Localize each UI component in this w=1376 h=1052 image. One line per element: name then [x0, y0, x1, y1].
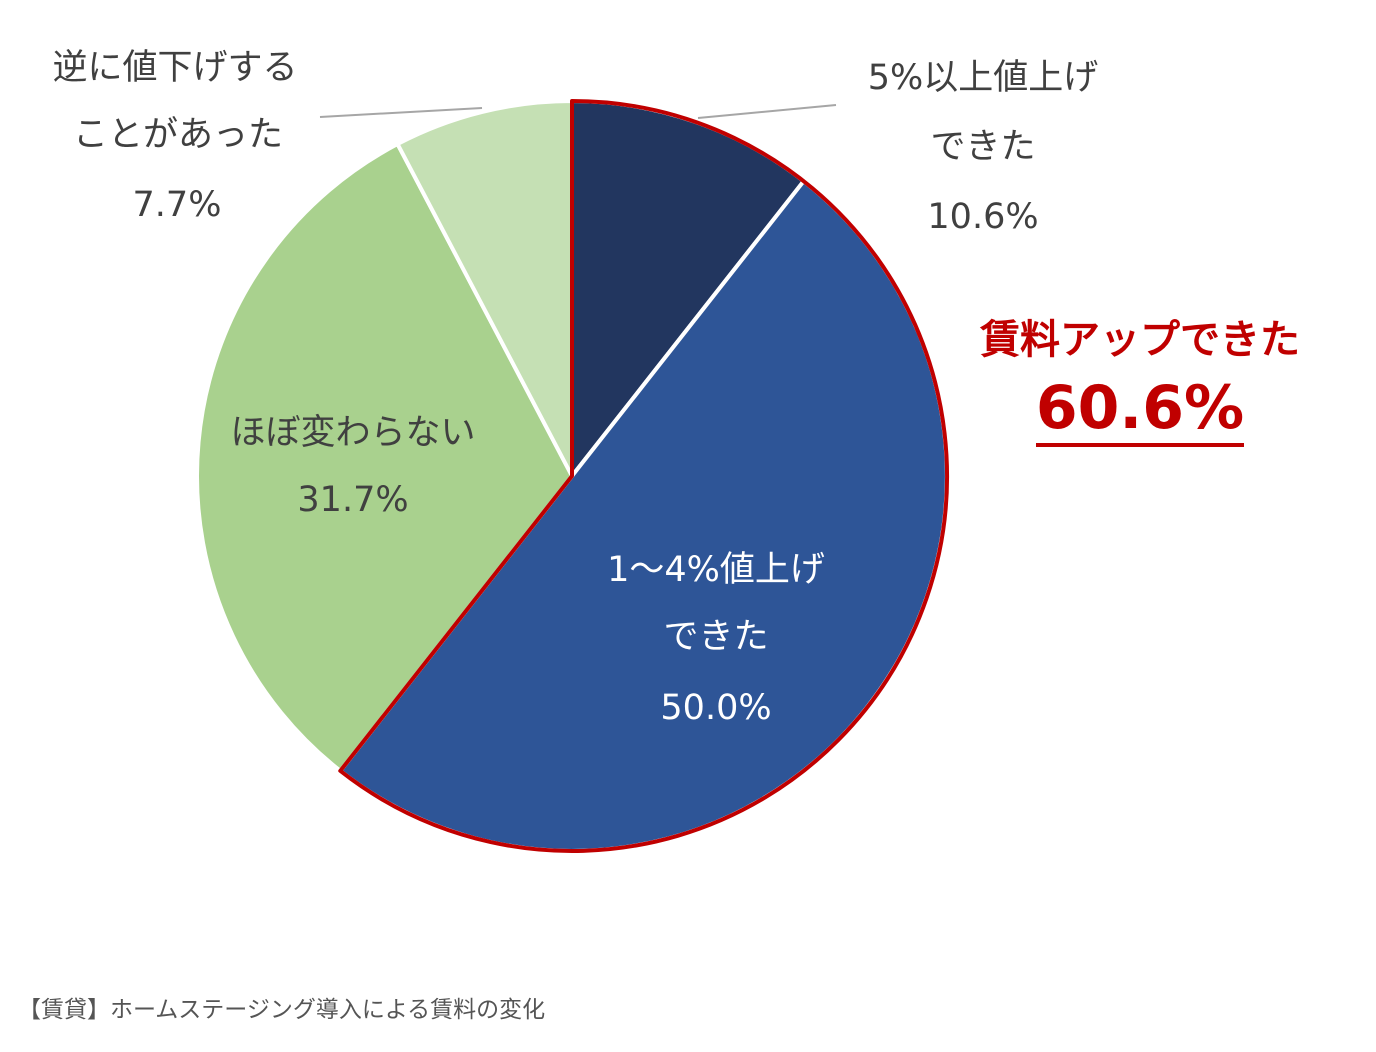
label-value: 7.7%: [133, 185, 222, 225]
label-line: できた: [930, 127, 1035, 167]
highlight-label: 賃料アップできた: [979, 317, 1300, 363]
figure-caption: 【賃貸】ホームステージング導入による賃料の変化: [18, 997, 546, 1023]
slice-label-5pct-up: 5%以上値上げ できた 10.6%: [868, 58, 1099, 237]
label-line: ほぼ変わらない: [230, 413, 475, 453]
label-value: 10.6%: [927, 197, 1038, 237]
slice-label-unchanged: ほぼ変わらない 31.7%: [230, 413, 475, 520]
label-value: 50.0%: [660, 688, 771, 728]
label-line: 逆に値下げする: [52, 48, 297, 88]
slice-label-decrease: 逆に値下げする ことがあった 7.7%: [52, 48, 297, 225]
leader-line-decrease: [319, 107, 483, 118]
label-line: ことがあった: [73, 115, 283, 155]
leader-line-5pct-up: [697, 104, 837, 119]
label-line: 5%以上値上げ: [868, 58, 1099, 98]
pie-slice-3: [394, 98, 574, 477]
highlight-callout: 賃料アップできた 60.6%: [979, 317, 1300, 447]
label-value: 31.7%: [297, 480, 408, 520]
highlight-outline: [338, 99, 949, 853]
highlight-value: 60.6%: [1036, 373, 1244, 443]
slice-label-1-4pct-up: 1〜4%値上げ できた 50.0%: [607, 550, 825, 728]
label-line: できた: [663, 617, 768, 657]
label-line: 1〜4%値上げ: [607, 550, 825, 590]
